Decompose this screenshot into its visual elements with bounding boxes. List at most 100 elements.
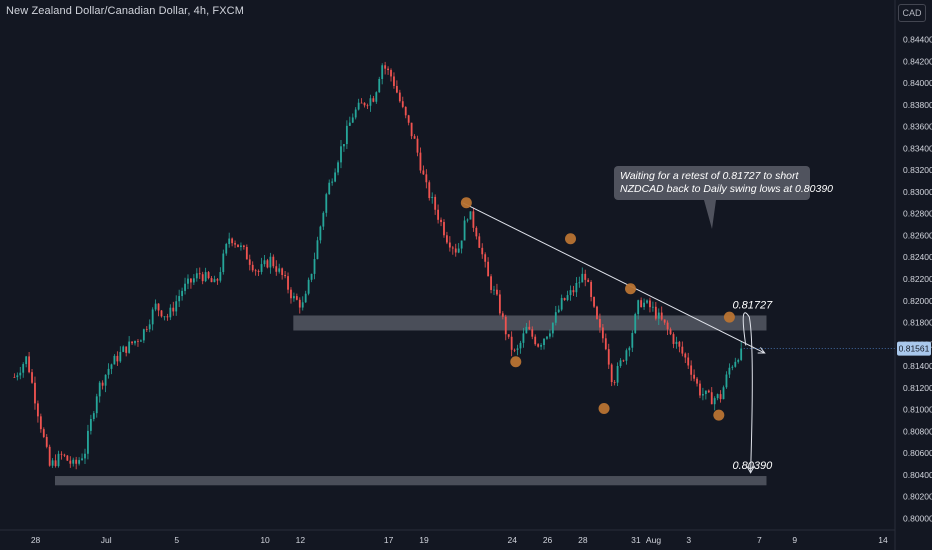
x-tick-label: 7 — [757, 535, 762, 545]
candle — [37, 403, 39, 417]
candle — [366, 105, 369, 107]
candle — [313, 259, 316, 274]
y-tick-label: 0.82600 — [903, 230, 932, 240]
y-tick-label: 0.82200 — [903, 274, 932, 284]
candle — [139, 340, 142, 342]
candle — [634, 314, 637, 333]
candle — [546, 336, 548, 339]
candle — [637, 300, 640, 315]
candle — [298, 299, 301, 308]
candle — [213, 279, 216, 283]
candle — [581, 273, 584, 283]
x-tick-label: Jul — [101, 535, 112, 545]
candle — [387, 68, 389, 71]
candle — [345, 125, 348, 145]
swing-marker[interactable] — [460, 197, 472, 209]
candle — [257, 270, 260, 272]
candle — [522, 333, 525, 343]
candle — [319, 226, 322, 241]
x-tick-label: 28 — [578, 535, 588, 545]
candle — [604, 338, 607, 350]
x-tick-label: 24 — [508, 535, 518, 545]
swing-marker[interactable] — [510, 356, 522, 368]
swing-marker[interactable] — [723, 311, 735, 323]
trendline[interactable] — [462, 202, 765, 354]
candle — [719, 394, 722, 400]
candle — [410, 122, 413, 137]
y-tick-label: 0.81000 — [903, 405, 932, 415]
candle — [204, 272, 207, 282]
candle — [201, 274, 204, 282]
candle — [487, 261, 490, 277]
candle — [551, 322, 554, 334]
candle — [325, 194, 328, 213]
candle — [45, 436, 48, 447]
swing-marker[interactable] — [713, 409, 725, 421]
swing-marker[interactable] — [598, 403, 610, 415]
current-price-badge[interactable] — [897, 341, 931, 356]
support-zone-label: 0.80390 — [732, 460, 773, 472]
support-zone[interactable] — [54, 476, 767, 486]
currency-button[interactable]: CAD — [898, 4, 926, 22]
candle — [219, 272, 222, 281]
candle — [669, 329, 672, 335]
x-tick-label: 5 — [174, 535, 179, 545]
candle — [343, 144, 345, 147]
candle — [704, 390, 707, 395]
candle — [51, 460, 54, 466]
x-tick-label: 26 — [543, 535, 553, 545]
candle — [475, 227, 478, 237]
candle — [42, 429, 45, 437]
candle — [372, 98, 375, 102]
y-tick-label: 0.83400 — [903, 143, 932, 153]
x-tick-label: 17 — [384, 535, 394, 545]
candle — [95, 396, 98, 414]
candle — [63, 454, 66, 456]
candle — [304, 293, 307, 303]
candle — [16, 375, 19, 378]
candle — [498, 294, 501, 314]
candle — [590, 281, 593, 297]
swing-marker[interactable] — [565, 233, 577, 245]
candle — [228, 238, 231, 245]
candle — [413, 136, 416, 139]
candle — [13, 376, 16, 378]
candle — [448, 242, 451, 248]
y-tick-label: 0.83800 — [903, 100, 932, 110]
swing-marker[interactable] — [625, 283, 637, 295]
candle — [225, 244, 228, 254]
candle — [307, 279, 310, 294]
candle — [72, 459, 75, 464]
candle — [104, 374, 107, 386]
candle — [731, 366, 734, 368]
candle — [599, 318, 601, 328]
candle — [540, 344, 542, 347]
candle — [216, 279, 219, 281]
candle — [525, 326, 528, 334]
candle — [348, 122, 351, 126]
candle — [557, 309, 560, 313]
y-tick-label: 0.83200 — [903, 165, 932, 175]
candle — [248, 259, 251, 265]
candle — [310, 273, 313, 280]
y-tick-label: 0.80800 — [903, 426, 932, 436]
candle — [266, 260, 269, 268]
candle — [360, 102, 363, 104]
annotation-line-1: Waiting for a retest of 0.81727 to short — [620, 170, 799, 182]
projection-path[interactable] — [742, 312, 753, 473]
candle — [34, 382, 36, 404]
candle — [675, 341, 678, 344]
candle — [363, 102, 366, 106]
trendline-arrowhead — [757, 347, 766, 354]
candle — [98, 382, 101, 397]
candle — [169, 307, 172, 318]
candle — [125, 346, 128, 353]
callout-pointer — [704, 200, 716, 229]
candle — [496, 289, 498, 295]
resistance-zone[interactable] — [293, 315, 767, 331]
symbol-title[interactable]: New Zealand Dollar/Canadian Dollar, 4h, … — [6, 5, 244, 17]
candle — [672, 334, 675, 344]
candle — [278, 268, 281, 272]
candle — [425, 174, 428, 183]
